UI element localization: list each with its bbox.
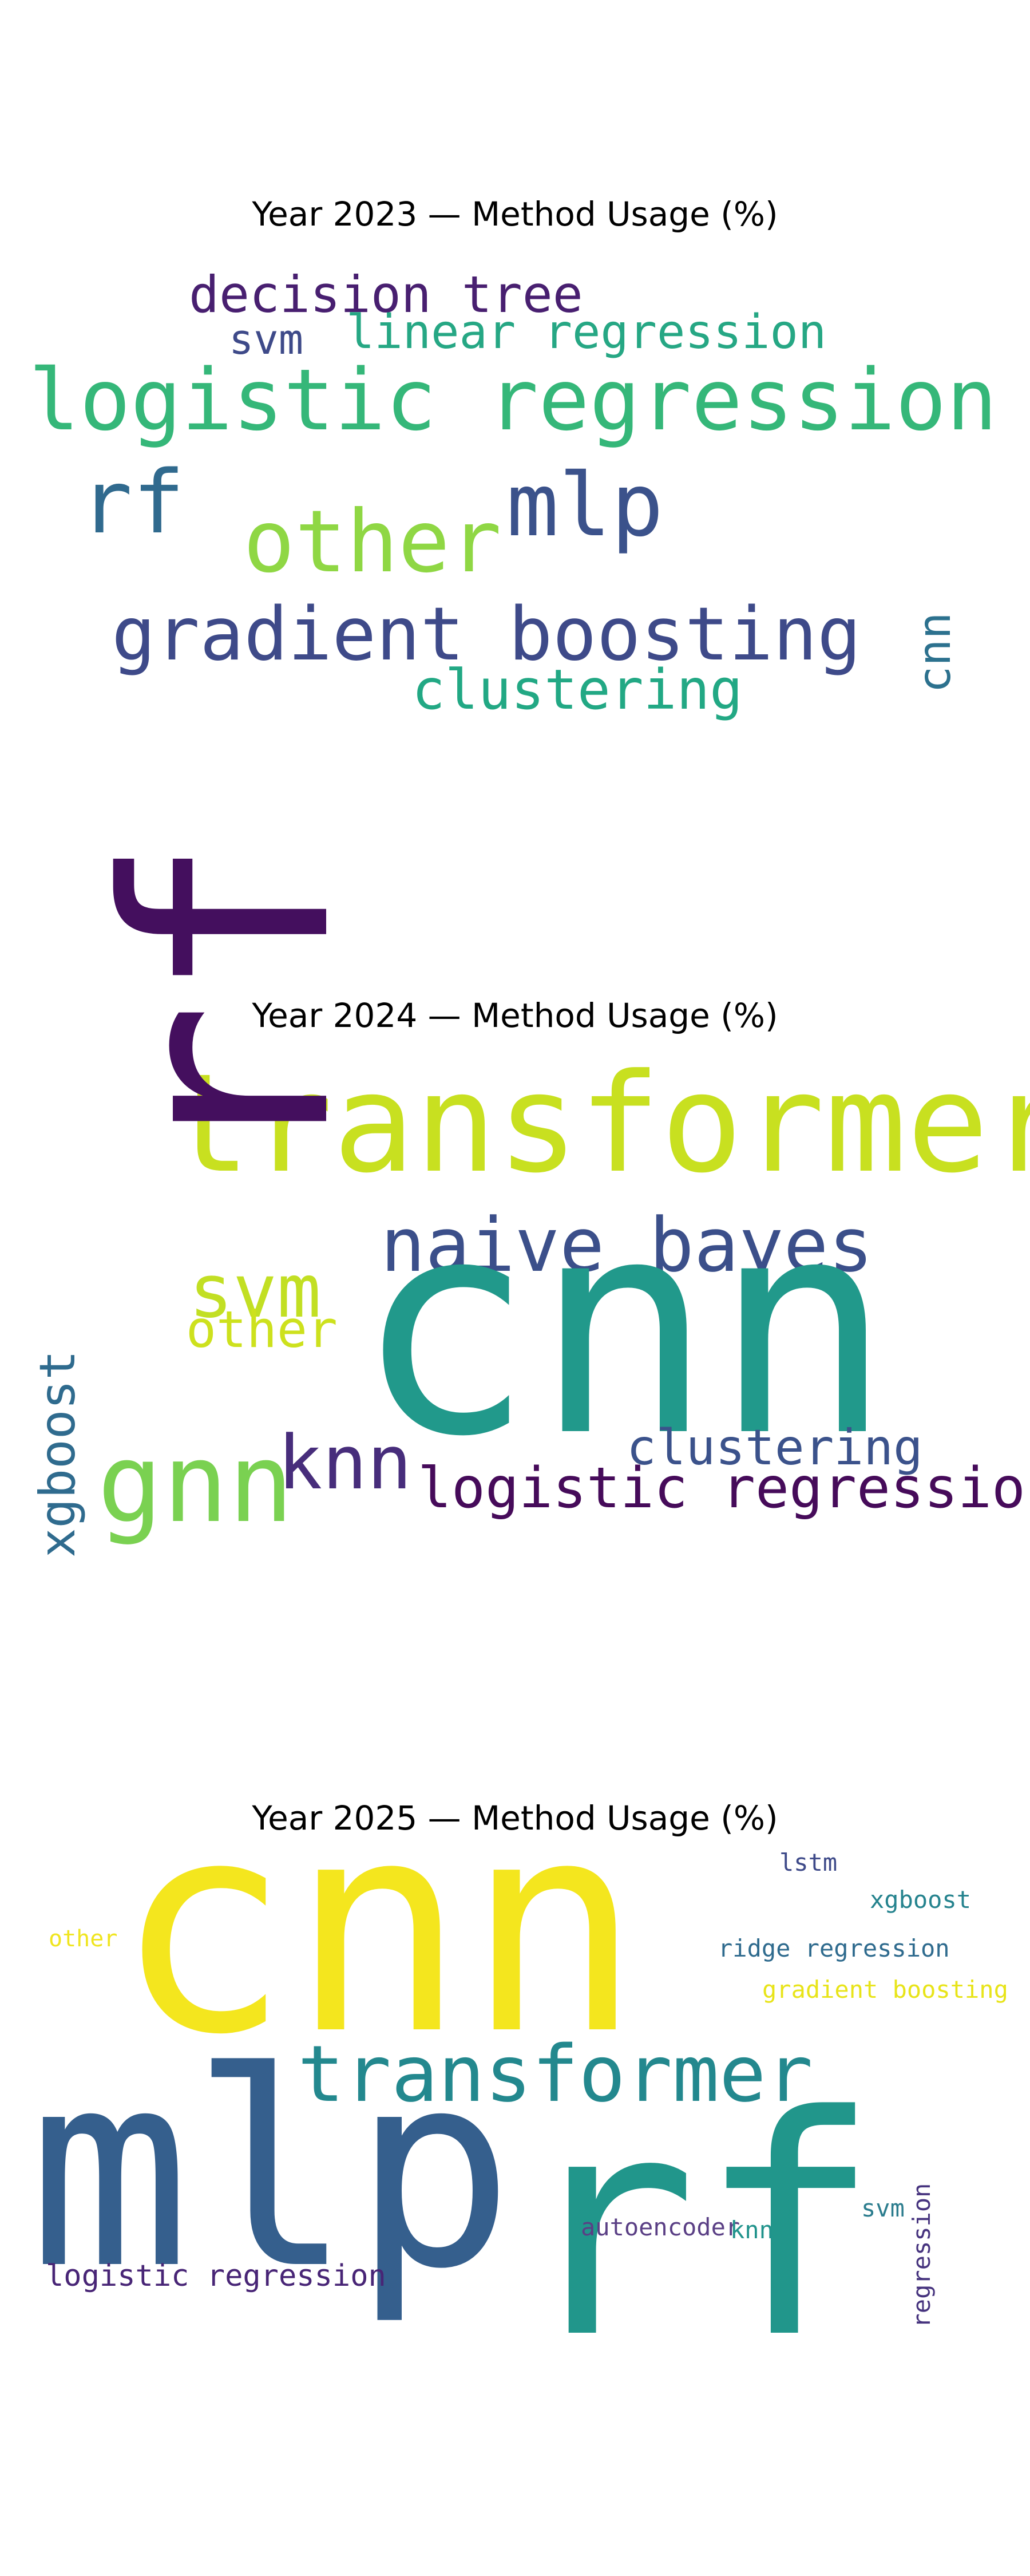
panel-title: Year 2024 — Method Usage (%) — [252, 996, 778, 1035]
word-knn: knn — [278, 1419, 412, 1506]
word-transformer: transformer — [169, 1045, 1030, 1203]
word-mlp: mlp — [29, 2014, 514, 2328]
word-mlp: mlp — [506, 455, 664, 556]
word-clustering: clustering — [627, 1419, 923, 1476]
wordcloud-2025: cnn lstm xgboost other ridge regression gradi… — [29, 1759, 1008, 2404]
word-svm: svm — [861, 2194, 905, 2222]
word-cnn: cnn — [909, 613, 961, 693]
word-other: other — [49, 1926, 117, 1952]
word-gnn: gnn — [97, 1420, 294, 1547]
word-rf: rf — [80, 452, 185, 553]
word-cnn: cnn — [355, 1155, 892, 1502]
word-logistic-regression: logistic regression — [418, 1456, 1030, 1521]
panel-title: Year 2023 — Method Usage (%) — [252, 195, 778, 234]
word-svm: svm — [229, 315, 303, 364]
word-logistic-regression: logistic regression — [46, 2259, 386, 2293]
panel-title: Year 2025 — Method Usage (%) — [252, 1799, 778, 1838]
word-autoencoder: autoencoder — [581, 2213, 740, 2241]
word-xgboost: xgboost — [870, 1886, 971, 1914]
word-decision-tree: decision tree — [189, 265, 583, 324]
word-lstm: lstm — [779, 1848, 837, 1876]
wordcloud-panel-2023: Year 2023 — Method Usage (%) decision tr… — [0, 0, 1030, 859]
word-linear-regression: linear regression — [346, 305, 826, 359]
word-gradient-boosting: gradient boosting — [762, 1976, 1008, 2004]
word-other: other — [186, 1300, 338, 1359]
word-clustering: clustering — [412, 658, 743, 722]
word-logistic-regression: logistic regression — [29, 351, 997, 449]
word-ridge-regression: ridge regression — [718, 1934, 950, 1962]
word-svm: svm — [189, 1249, 321, 1334]
word-rf: rf — [515, 2051, 880, 2404]
word-other: other — [243, 492, 502, 592]
word-regression: regression — [908, 2183, 936, 2328]
word-rf: rf — [66, 859, 393, 1171]
wordcloud-panel-2025: Year 2025 — Method Usage (%) cnn lstm xgbo… — [0, 1717, 1030, 2576]
word-knn: knn — [730, 2216, 774, 2244]
word-gradient-boosting: gradient boosting — [112, 592, 861, 677]
wordcloud-panel-2024: Year 2024 — Method Usage (%) transformer… — [0, 859, 1030, 1717]
word-cnn: cnn — [114, 1759, 641, 2099]
word-transformer: transformer — [298, 2029, 813, 2120]
word-xgboost: xgboost — [29, 1350, 86, 1558]
word-naive-bayes: naive bayes — [381, 1202, 873, 1289]
